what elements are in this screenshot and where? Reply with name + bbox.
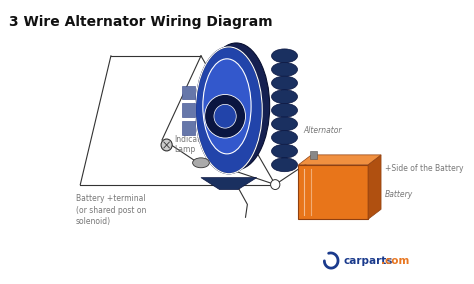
Text: 3 Wire Alternator Wiring Diagram: 3 Wire Alternator Wiring Diagram	[9, 15, 273, 29]
Ellipse shape	[203, 43, 270, 170]
Bar	[182, 121, 195, 135]
Ellipse shape	[272, 144, 298, 158]
Text: .com: .com	[381, 256, 410, 266]
Text: Indicator
Lamp: Indicator Lamp	[174, 135, 208, 154]
Text: Battery: Battery	[385, 190, 413, 199]
Polygon shape	[368, 155, 381, 219]
Bar	[182, 85, 195, 99]
Bar	[310, 151, 317, 159]
Polygon shape	[299, 155, 381, 165]
Ellipse shape	[272, 158, 298, 172]
Circle shape	[161, 139, 172, 151]
Ellipse shape	[272, 131, 298, 145]
Text: +Side of the Battery: +Side of the Battery	[385, 164, 463, 173]
Ellipse shape	[272, 103, 298, 117]
Ellipse shape	[272, 117, 298, 131]
Ellipse shape	[272, 76, 298, 90]
Circle shape	[214, 105, 236, 128]
Ellipse shape	[203, 59, 251, 154]
Text: carparts: carparts	[344, 256, 393, 266]
Bar	[299, 165, 368, 219]
Circle shape	[271, 179, 280, 189]
Text: Switch: Switch	[212, 150, 237, 159]
Ellipse shape	[272, 49, 298, 63]
Polygon shape	[201, 178, 256, 189]
Text: Alternator: Alternator	[303, 126, 342, 135]
Circle shape	[205, 95, 246, 138]
Ellipse shape	[272, 62, 298, 76]
Text: Battery +terminal
(or shared post on
solenoid): Battery +terminal (or shared post on sol…	[76, 195, 146, 226]
Bar	[182, 103, 195, 117]
Ellipse shape	[192, 158, 210, 168]
Ellipse shape	[195, 47, 262, 174]
Ellipse shape	[272, 90, 298, 104]
